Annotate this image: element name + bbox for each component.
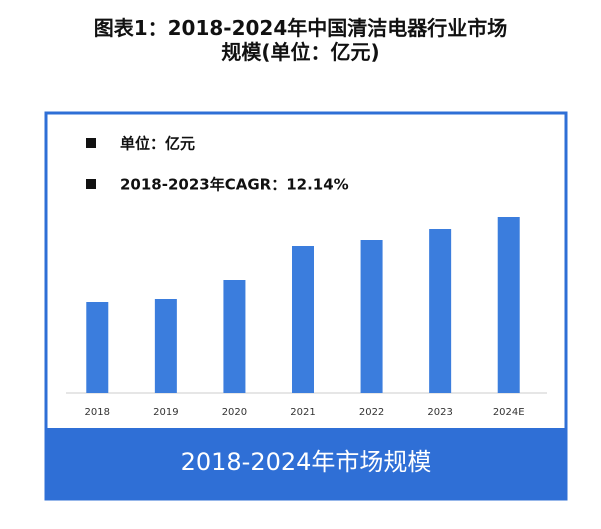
bar	[360, 240, 383, 393]
annotation: 2018-2023年CAGR：12.14%	[120, 176, 349, 194]
x-tick-label: 2024E	[493, 407, 525, 418]
chart-title: 图表1：2018-2024年中国清洁电器行业市场规模(单位：亿元)	[93, 16, 508, 64]
x-tick-label: 2020	[222, 407, 247, 418]
x-tick-label: 2021	[290, 407, 315, 418]
banner-text: 2018-2024年市场规模	[181, 448, 432, 476]
legend-bullet	[86, 179, 96, 189]
x-tick-label: 2019	[153, 407, 178, 418]
bar	[497, 217, 520, 393]
banner	[47, 428, 565, 498]
bar	[223, 280, 246, 393]
bar	[429, 229, 452, 393]
x-tick-label: 2023	[427, 407, 452, 418]
bar	[154, 299, 177, 393]
annotation: 单位：亿元	[120, 135, 195, 153]
bar	[86, 302, 109, 393]
x-tick-label: 2018	[85, 407, 110, 418]
legend-bullet	[86, 138, 96, 148]
x-tick-label: 2022	[359, 407, 384, 418]
bar	[292, 246, 314, 393]
